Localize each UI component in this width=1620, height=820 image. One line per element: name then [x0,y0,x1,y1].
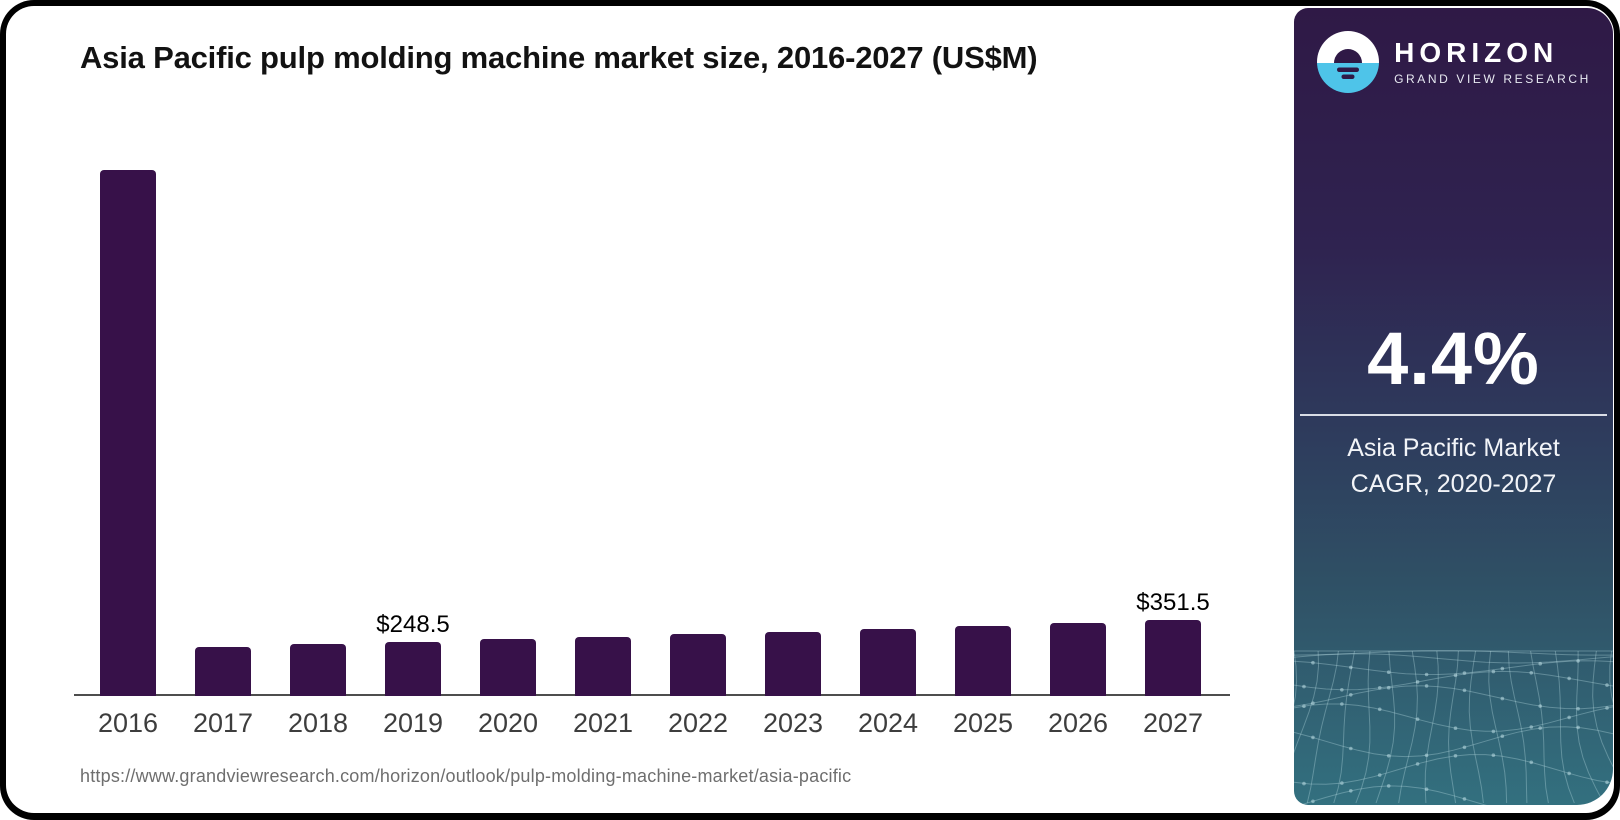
x-axis-label-2020: 2020 [477,708,539,738]
brand-header: HORIZON GRAND VIEW RESEARCH [1294,30,1613,94]
cagr-caption-line2: CAGR, 2020-2027 [1350,470,1557,498]
x-axis-label-2022: 2022 [667,708,729,738]
x-axis-label-2025: 2025 [952,708,1014,738]
horizon-sun-logo-icon [1317,31,1380,93]
bar-2027 [1145,620,1201,696]
bar-2018 [290,644,346,696]
x-axis-label-2023: 2023 [762,708,824,738]
report-card: Asia Pacific pulp molding machine market… [6,6,1614,813]
cagr-caption-line1: Asia Pacific Market [1347,434,1560,462]
bar-2021 [575,637,631,696]
x-axis-label-2018: 2018 [287,708,349,738]
panel-divider [1300,414,1607,416]
market-size-chart: 2016 2017 2018 2019 $248.5 2020 2021 2022 2023 20… [6,6,1246,766]
perspective-mesh-graphic [1294,650,1613,805]
cagr-value: 4.4% [1367,317,1540,400]
x-axis-label-2026: 2026 [1047,708,1109,738]
value-label-2019: $248.5 [376,611,450,638]
horizon-panel: HORIZON GRAND VIEW RESEARCH 4.4% Asia Pa… [1294,8,1613,805]
x-axis-label-2019: 2019 [382,708,444,738]
brand-subtitle: GRAND VIEW RESEARCH [1394,72,1591,86]
bar-2025 [955,626,1011,696]
value-label-2027: $351.5 [1136,589,1210,616]
cagr-caption: Asia Pacific Market CAGR, 2020-2027 [1294,430,1613,502]
brand-text-block: HORIZON GRAND VIEW RESEARCH [1394,37,1591,87]
x-axis-label-2027: 2027 [1142,708,1204,738]
x-axis-label-2021: 2021 [572,708,634,738]
bar-2019 [385,642,441,696]
bar-2016 [100,170,156,696]
brand-name: HORIZON [1394,37,1559,68]
bar-2026 [1050,623,1106,696]
x-axis-line [74,694,1230,696]
x-axis-label-2016: 2016 [97,708,159,738]
bar-2020 [480,639,536,696]
source-url: https://www.grandviewresearch.com/horizo… [80,766,852,786]
bar-2023 [765,632,821,696]
bar-2024 [860,629,916,696]
bar-2022 [670,634,726,696]
chart-title: Asia Pacific pulp molding machine market… [80,40,1038,75]
bar-2017 [195,647,251,696]
x-axis-label-2024: 2024 [857,708,919,738]
x-axis-label-2017: 2017 [192,708,254,738]
